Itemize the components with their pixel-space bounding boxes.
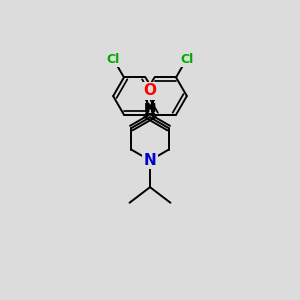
Text: Cl: Cl bbox=[180, 52, 193, 65]
Text: H: H bbox=[144, 101, 154, 115]
Text: N: N bbox=[144, 153, 156, 168]
Text: H: H bbox=[146, 101, 156, 115]
Text: O: O bbox=[143, 83, 157, 98]
Text: Cl: Cl bbox=[107, 52, 120, 65]
